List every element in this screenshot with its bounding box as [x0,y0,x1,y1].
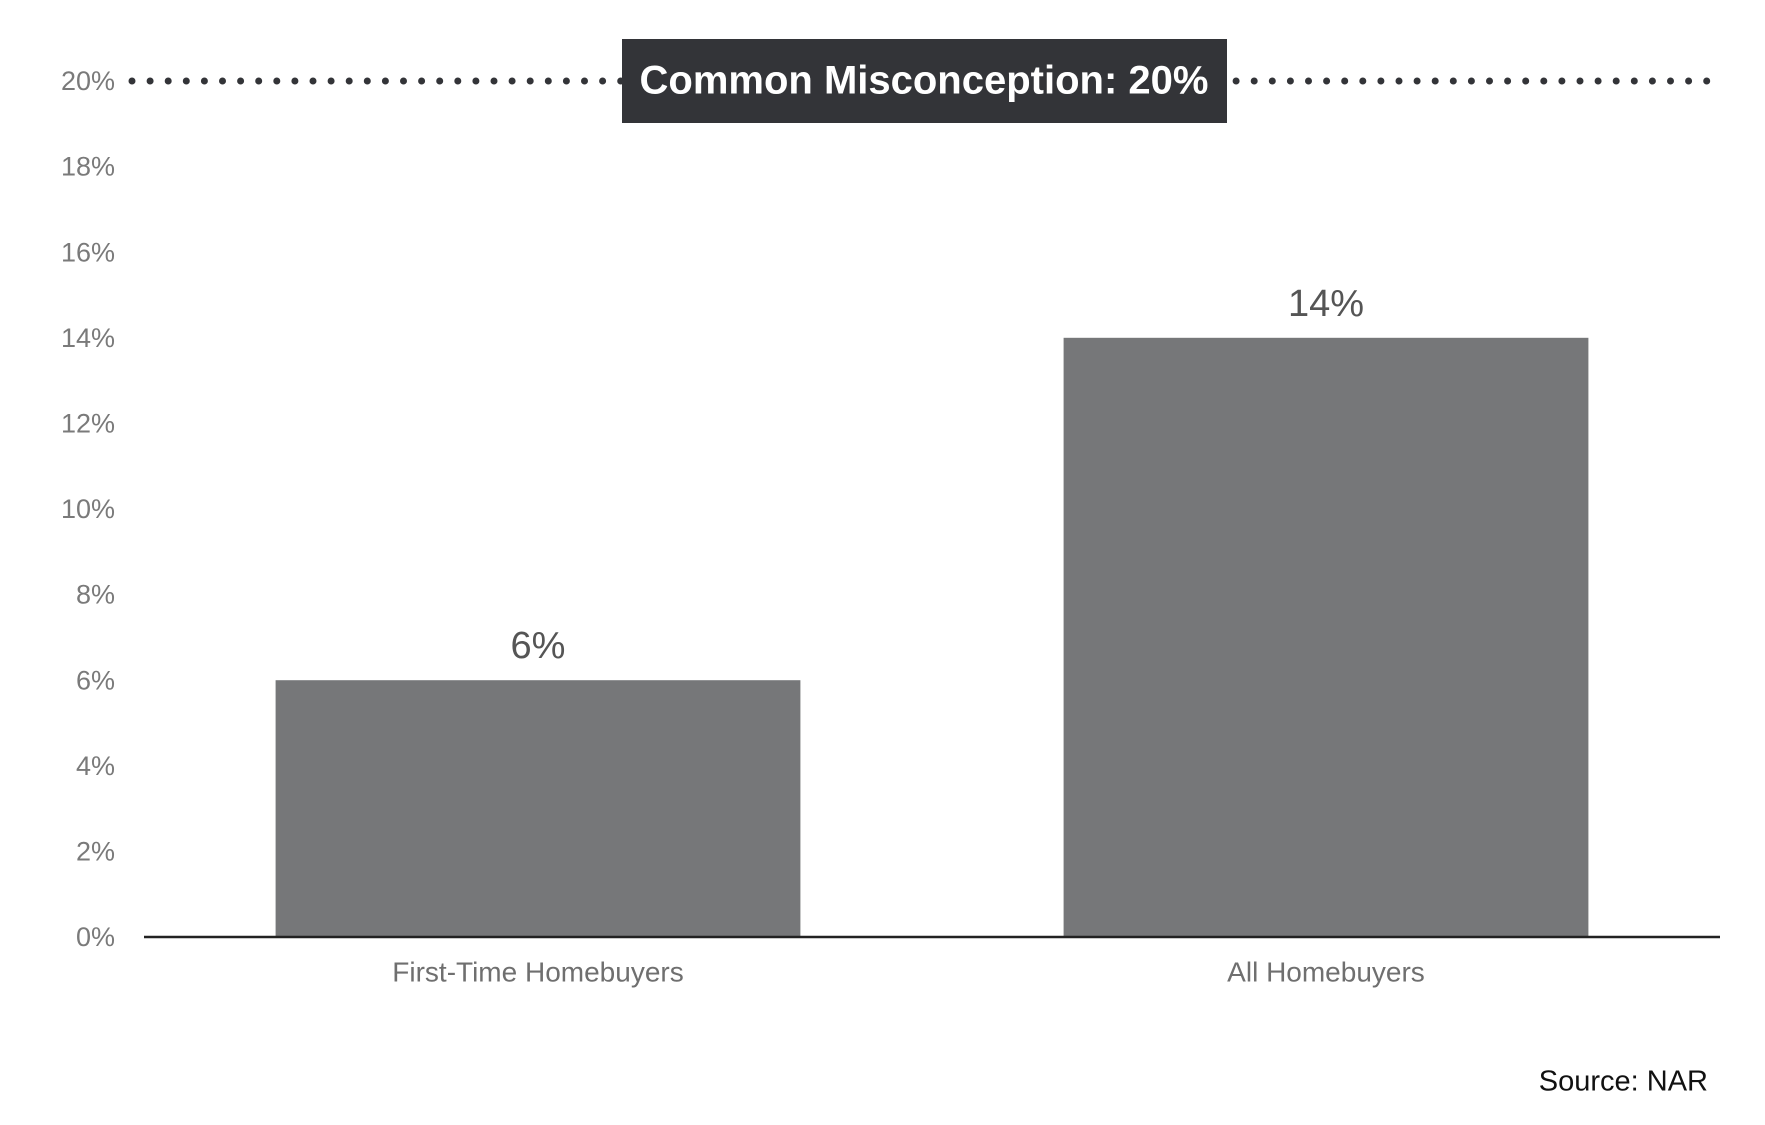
y-tick-label: 18% [61,152,115,182]
x-tick-label: First-Time Homebuyers [392,956,683,987]
y-tick-label: 16% [61,237,115,267]
x-tick-label: All Homebuyers [1227,956,1425,987]
y-tick-label: 4% [76,751,115,781]
annotation-label: Common Misconception: 20% [640,59,1209,103]
value-label: 14% [1288,283,1364,325]
bar [1063,337,1589,937]
source: Source: NAR [1539,1066,1708,1098]
y-tick-label: 0% [76,922,115,952]
y-tick-label: 6% [76,665,115,695]
y-tick-label: 12% [61,409,115,439]
value-label: 6% [511,625,566,667]
annotation-box [622,39,1227,123]
y-tick-label: 14% [61,323,115,353]
y-tick-label: 8% [76,580,115,610]
y-tick-label: 10% [61,494,115,524]
bar [275,680,801,937]
y-tick-label: 2% [76,837,115,867]
y-tick-label: 20% [61,66,115,96]
